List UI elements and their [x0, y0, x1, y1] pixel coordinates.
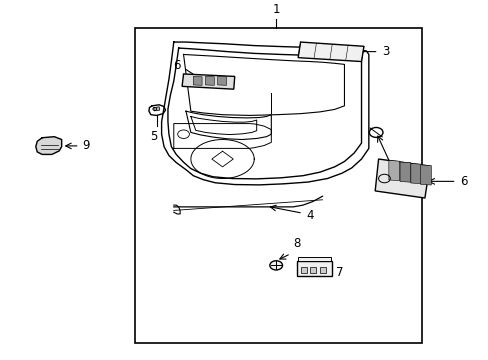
Polygon shape	[399, 162, 410, 182]
Text: 4: 4	[305, 209, 313, 222]
Text: 5: 5	[150, 130, 158, 143]
Bar	[135, 28, 422, 343]
Text: 8: 8	[293, 237, 300, 250]
Text: 1: 1	[272, 3, 279, 16]
Bar	[298, 257, 330, 261]
Polygon shape	[205, 76, 214, 85]
Polygon shape	[36, 137, 61, 154]
Text: 7: 7	[335, 266, 343, 279]
Polygon shape	[388, 161, 399, 181]
Bar	[301, 267, 306, 273]
Text: 9: 9	[82, 139, 90, 152]
Polygon shape	[410, 163, 421, 184]
Polygon shape	[298, 42, 363, 62]
Polygon shape	[154, 107, 159, 111]
Polygon shape	[420, 165, 430, 185]
Text: 6: 6	[459, 175, 467, 188]
Circle shape	[269, 261, 282, 270]
Polygon shape	[374, 159, 429, 198]
Polygon shape	[217, 76, 226, 85]
Text: 6: 6	[172, 59, 180, 72]
Bar	[320, 267, 325, 273]
Text: 3: 3	[381, 45, 388, 58]
Text: 2: 2	[391, 176, 399, 189]
Bar	[310, 267, 316, 273]
Bar	[297, 261, 331, 276]
Polygon shape	[193, 76, 202, 85]
Polygon shape	[182, 74, 234, 89]
